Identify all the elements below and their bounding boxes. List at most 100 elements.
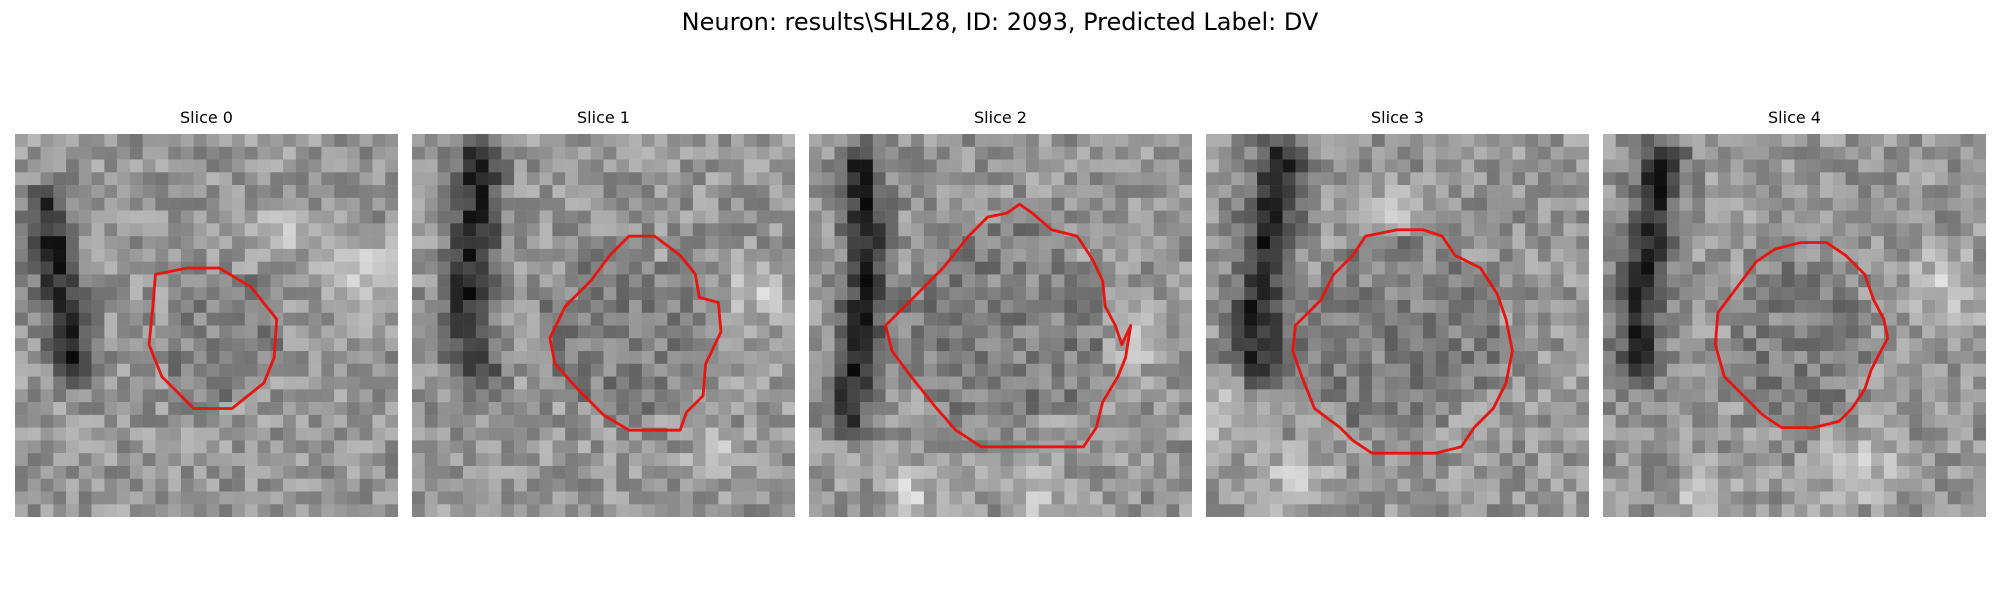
image-pixel (1756, 465, 1770, 479)
image-pixel (1628, 363, 1642, 377)
image-pixel (1807, 261, 1821, 275)
image-pixel (1474, 491, 1488, 505)
image-pixel (1525, 389, 1539, 403)
image-pixel (616, 134, 630, 148)
image-pixel (1359, 478, 1373, 492)
image-pixel (1140, 159, 1154, 173)
image-pixel (1896, 325, 1910, 339)
image-pixel (1206, 299, 1220, 313)
image-pixel (885, 504, 899, 517)
image-pixel (308, 312, 322, 326)
image-pixel (1064, 197, 1078, 211)
image-pixel (1013, 210, 1027, 224)
image-pixel (372, 210, 386, 224)
image-pixel (1179, 172, 1192, 186)
image-pixel (1000, 325, 1014, 339)
image-pixel (1346, 414, 1360, 428)
image-pixel (860, 248, 874, 262)
image-pixel (424, 185, 438, 199)
image-pixel (769, 402, 783, 416)
image-pixel (78, 363, 92, 377)
image-pixel (667, 402, 681, 416)
image-pixel (1269, 338, 1283, 352)
image-pixel (1512, 491, 1526, 505)
image-pixel (1102, 325, 1116, 339)
image-pixel (295, 363, 309, 377)
image-pixel (501, 210, 515, 224)
image-pixel (743, 453, 757, 467)
image-pixel (1269, 363, 1283, 377)
image-pixel (1794, 338, 1808, 352)
image-pixel (769, 376, 783, 390)
image-pixel (769, 453, 783, 467)
image-pixel (1026, 478, 1040, 492)
image-pixel (488, 325, 502, 339)
image-pixel (1295, 440, 1309, 454)
image-pixel (346, 261, 360, 275)
image-pixel (219, 210, 233, 224)
image-pixel (923, 197, 937, 211)
image-pixel (1423, 274, 1437, 288)
image-pixel (334, 172, 348, 186)
image-pixel (334, 414, 348, 428)
image-pixel (1756, 159, 1770, 173)
image-pixel (27, 465, 41, 479)
image-pixel (334, 325, 348, 339)
image-pixel (1820, 402, 1834, 416)
image-pixel (450, 223, 464, 237)
image-pixel (898, 172, 912, 186)
image-pixel (1000, 363, 1014, 377)
slice-image (809, 134, 1192, 517)
image-pixel (565, 491, 579, 505)
image-pixel (1947, 172, 1961, 186)
image-pixel (629, 465, 643, 479)
image-pixel (987, 134, 1001, 148)
image-pixel (219, 389, 233, 403)
image-pixel (1947, 287, 1961, 301)
image-pixel (66, 351, 80, 365)
image-pixel (40, 287, 54, 301)
image-pixel (1499, 134, 1513, 148)
image-pixel (1499, 402, 1513, 416)
image-pixel (1244, 351, 1258, 365)
image-pixel (821, 312, 835, 326)
image-pixel (1102, 223, 1116, 237)
image-pixel (1153, 248, 1167, 262)
image-pixel (463, 389, 477, 403)
image-pixel (1282, 210, 1296, 224)
image-pixel (295, 299, 309, 313)
image-pixel (756, 325, 770, 339)
image-pixel (1295, 351, 1309, 365)
image-pixel (232, 210, 246, 224)
image-pixel (1743, 504, 1757, 517)
image-pixel (1628, 440, 1642, 454)
image-pixel (1218, 453, 1232, 467)
image-pixel (743, 351, 757, 365)
image-pixel (577, 351, 591, 365)
image-pixel (1282, 453, 1296, 467)
image-pixel (911, 261, 925, 275)
image-pixel (821, 197, 835, 211)
image-pixel (1820, 389, 1834, 403)
image-pixel (1308, 338, 1322, 352)
image-pixel (475, 325, 489, 339)
image-pixel (962, 210, 976, 224)
image-pixel (1371, 134, 1385, 148)
image-pixel (78, 491, 92, 505)
image-pixel (450, 197, 464, 211)
image-pixel (1934, 453, 1948, 467)
image-pixel (66, 223, 80, 237)
image-pixel (321, 491, 335, 505)
image-pixel (1525, 248, 1539, 262)
image-pixel (1858, 338, 1872, 352)
image-pixel (949, 274, 963, 288)
image-pixel (974, 134, 988, 148)
image-pixel (590, 351, 604, 365)
image-pixel (539, 402, 553, 416)
image-pixel (295, 465, 309, 479)
image-pixel (1922, 236, 1936, 250)
image-pixel (1000, 274, 1014, 288)
image-pixel (180, 172, 194, 186)
image-pixel (898, 312, 912, 326)
image-pixel (104, 299, 118, 313)
